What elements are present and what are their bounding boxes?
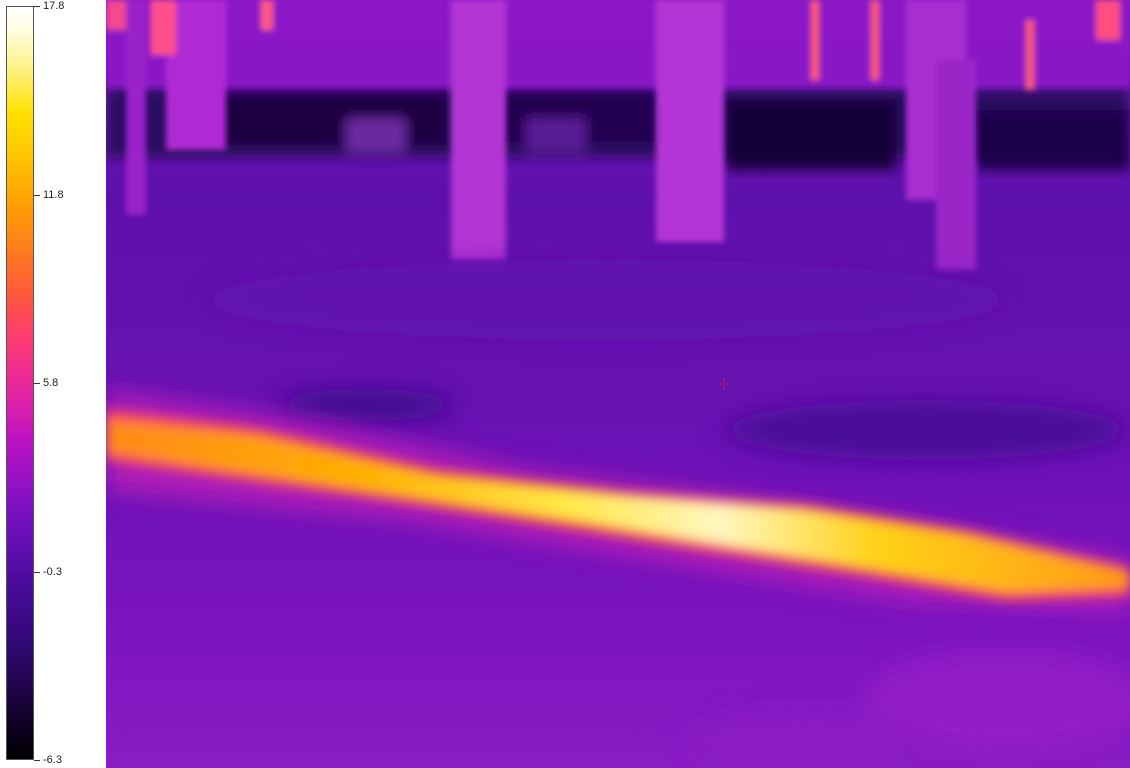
scale-label-max: 17.8 <box>43 0 64 12</box>
crosshair-icon <box>718 378 730 390</box>
scale-label-2: 11.8 <box>43 189 64 201</box>
scale-tick <box>34 760 40 761</box>
temperature-color-scale <box>6 6 34 760</box>
scale-tick <box>34 195 40 196</box>
scale-tick <box>34 572 40 573</box>
scale-label-4: -0.3 <box>43 566 62 578</box>
thermal-scene-icon <box>106 0 1130 768</box>
scale-tick <box>34 383 40 384</box>
scale-label-min: -6.3 <box>43 754 62 766</box>
scale-tick <box>34 6 40 7</box>
thermal-image[interactable] <box>106 0 1130 768</box>
scale-label-3: 5.8 <box>43 377 58 389</box>
